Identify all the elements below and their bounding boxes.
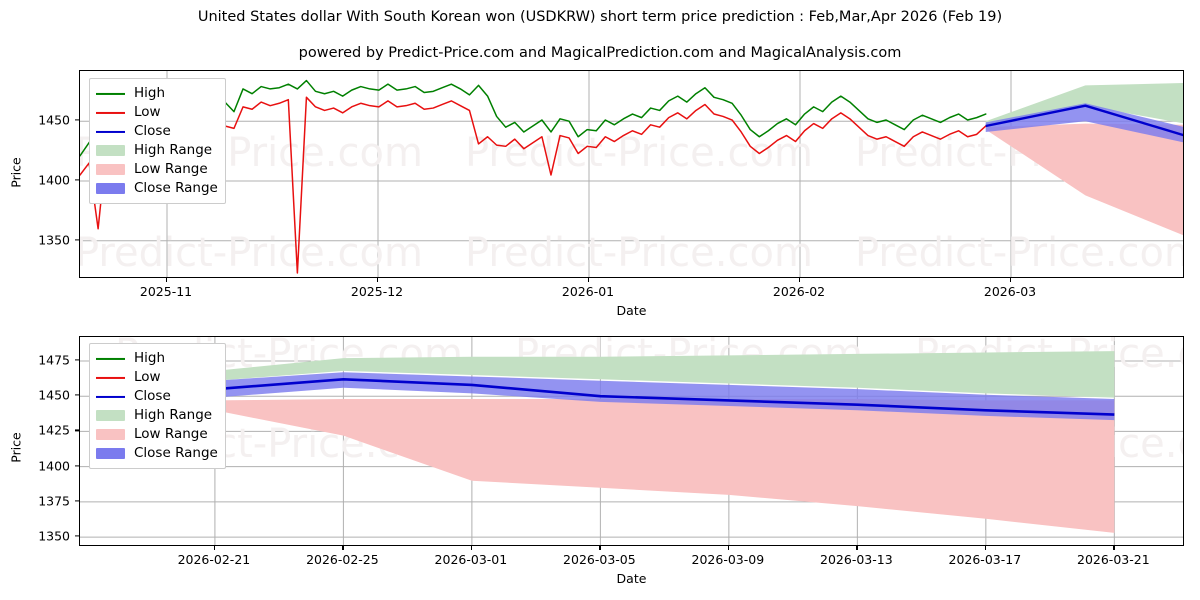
svg-text:Predict-Price.com: Predict-Price.com [465,230,813,276]
bottom-xtick-mark [984,546,987,550]
top-legend-swatch-line-icon [96,87,125,100]
bottom-legend-swatch-line-icon [96,390,125,403]
page-title: United States dollar With South Korean w… [197,9,1003,25]
top-chart: Price Predict-Price.com Predict-Price.com… [0,0,1200,320]
bottom-ytick-label: 1375 [38,493,70,509]
top-xtick-label: 2026-03 [983,284,1037,299]
top-legend-label: High [134,84,166,101]
bottom-xtick-mark [727,546,730,550]
bottom-xtick-mark [470,546,473,550]
top-legend-label: Close [134,122,171,139]
bottom-legend-item-close-range[interactable]: Close Range [96,444,218,463]
bottom-legend-swatch-line-icon [96,352,125,365]
top-legend-item-close[interactable]: Close [96,122,218,141]
bottom-legend-label: High [134,349,166,366]
bottom-ytick-mark [75,394,79,396]
bottom-legend-item-high[interactable]: High [96,349,218,368]
bottom-chart-xlabel: Date [616,571,647,586]
top-ytick-mark [75,119,79,121]
bottom-xtick-label: 2026-03-21 [1077,552,1150,567]
bottom-plot-area: Predict-Price.comPredict-Price.comPredic… [79,336,1184,546]
bottom-ytick-label: 1425 [38,422,70,438]
bottom-legend-swatch-patch-icon [96,429,125,440]
top-legend-swatch-patch-icon [96,145,125,156]
top-legend-item-high[interactable]: High [96,84,218,103]
top-legend-swatch-line-icon [96,106,125,119]
bottom-legend-item-low[interactable]: Low [96,368,218,387]
bottom-xtick-label: 2026-02-25 [306,552,379,567]
bottom-xtick-mark [1113,546,1115,550]
top-legend-item-low-range[interactable]: Low Range [96,160,218,179]
bottom-xtick-label: 2026-03-05 [563,552,636,567]
bottom-xtick-label: 2026-03-13 [820,552,893,567]
bottom-ytick-mark [75,500,79,502]
bottom-ytick-mark [75,429,79,432]
top-ytick-label: 1400 [38,172,70,188]
bottom-xtick-mark [342,546,344,550]
bottom-xtick-mark [856,546,858,550]
bottom-xtick-label: 2026-03-01 [434,552,508,567]
bottom-legend-label: Close Range [134,444,218,461]
bottom-legend-item-low-range[interactable]: Low Range [96,425,218,444]
top-xtick-mark [799,278,801,282]
bottom-legend-label: Low [134,368,161,385]
top-legend-swatch-patch-icon [96,164,125,175]
top-legend-item-close-range[interactable]: Close Range [96,179,218,198]
bottom-xtick-label: 2026-02-21 [177,552,251,567]
top-xtick-label: 2026-02 [772,284,826,299]
top-ytick-label: 1450 [38,112,70,128]
bottom-xtick-mark [599,546,601,550]
top-chart-legend[interactable]: High Low Close High Range Low Range Close Ran… [89,78,226,204]
top-legend-label: Low [134,103,161,120]
bottom-ytick-mark [75,535,79,537]
top-chart-xlabel: Date [616,303,647,318]
bottom-ytick-mark [75,359,79,361]
top-xtick-mark [377,278,379,282]
top-xtick-label: 2026-01 [561,284,615,299]
bottom-xtick-label: 2026-03-09 [691,552,765,567]
bottom-legend-swatch-patch-icon [96,448,125,459]
bottom-ytick-mark [75,465,79,467]
bottom-legend-item-high-range[interactable]: High Range [96,406,218,425]
top-legend-swatch-line-icon [96,125,125,138]
top-legend-label: High Range [134,141,213,158]
top-legend-item-low[interactable]: Low [96,103,218,122]
bottom-chart-legend[interactable]: High Low Close High Range Low Range Close Ran… [89,343,226,469]
top-legend-item-high-range[interactable]: High Range [96,141,218,160]
bottom-ytick-label: 1350 [38,528,70,544]
svg-text:Predict-Price.com: Predict-Price.com [80,230,423,276]
page-subtitle: powered by Predict-Price.com and Magical… [298,45,902,61]
top-ytick-mark [75,179,79,181]
top-xtick-label: 2025-11 [139,284,193,299]
bottom-xtick-label: 2026-03-17 [948,552,1022,567]
bottom-legend-label: Low Range [134,425,208,442]
bottom-plot-svg: Predict-Price.comPredict-Price.comPredic… [80,337,1183,545]
top-legend-swatch-patch-icon [96,183,125,194]
bottom-legend-item-close[interactable]: Close [96,387,218,406]
top-ytick-label: 1350 [38,232,70,248]
bottom-legend-swatch-line-icon [96,371,125,384]
svg-text:Predict-Price.com: Predict-Price.com [855,230,1184,276]
bottom-ytick-label: 1450 [38,387,70,403]
top-legend-label: Close Range [134,179,218,196]
svg-text:Predict-Price.com: Predict-Price.com [465,130,813,176]
top-ytick-mark [75,239,79,241]
top-legend-label: Low Range [134,160,208,177]
top-xtick-label: 2025-12 [350,284,404,299]
bottom-xtick-mark [213,546,216,550]
bottom-legend-label: High Range [134,406,213,423]
bottom-legend-label: Close [134,387,171,404]
bottom-ytick-label: 1400 [38,458,70,474]
top-plot-area: Predict-Price.com Predict-Price.com Predic… [79,70,1184,278]
top-xtick-mark [1010,278,1012,282]
bottom-legend-swatch-patch-icon [96,410,125,421]
top-xtick-mark [588,278,590,282]
top-plot-svg: Predict-Price.com Predict-Price.com Predic… [80,71,1184,277]
top-xtick-mark [166,278,168,282]
bottom-ytick-label: 1475 [38,352,70,368]
